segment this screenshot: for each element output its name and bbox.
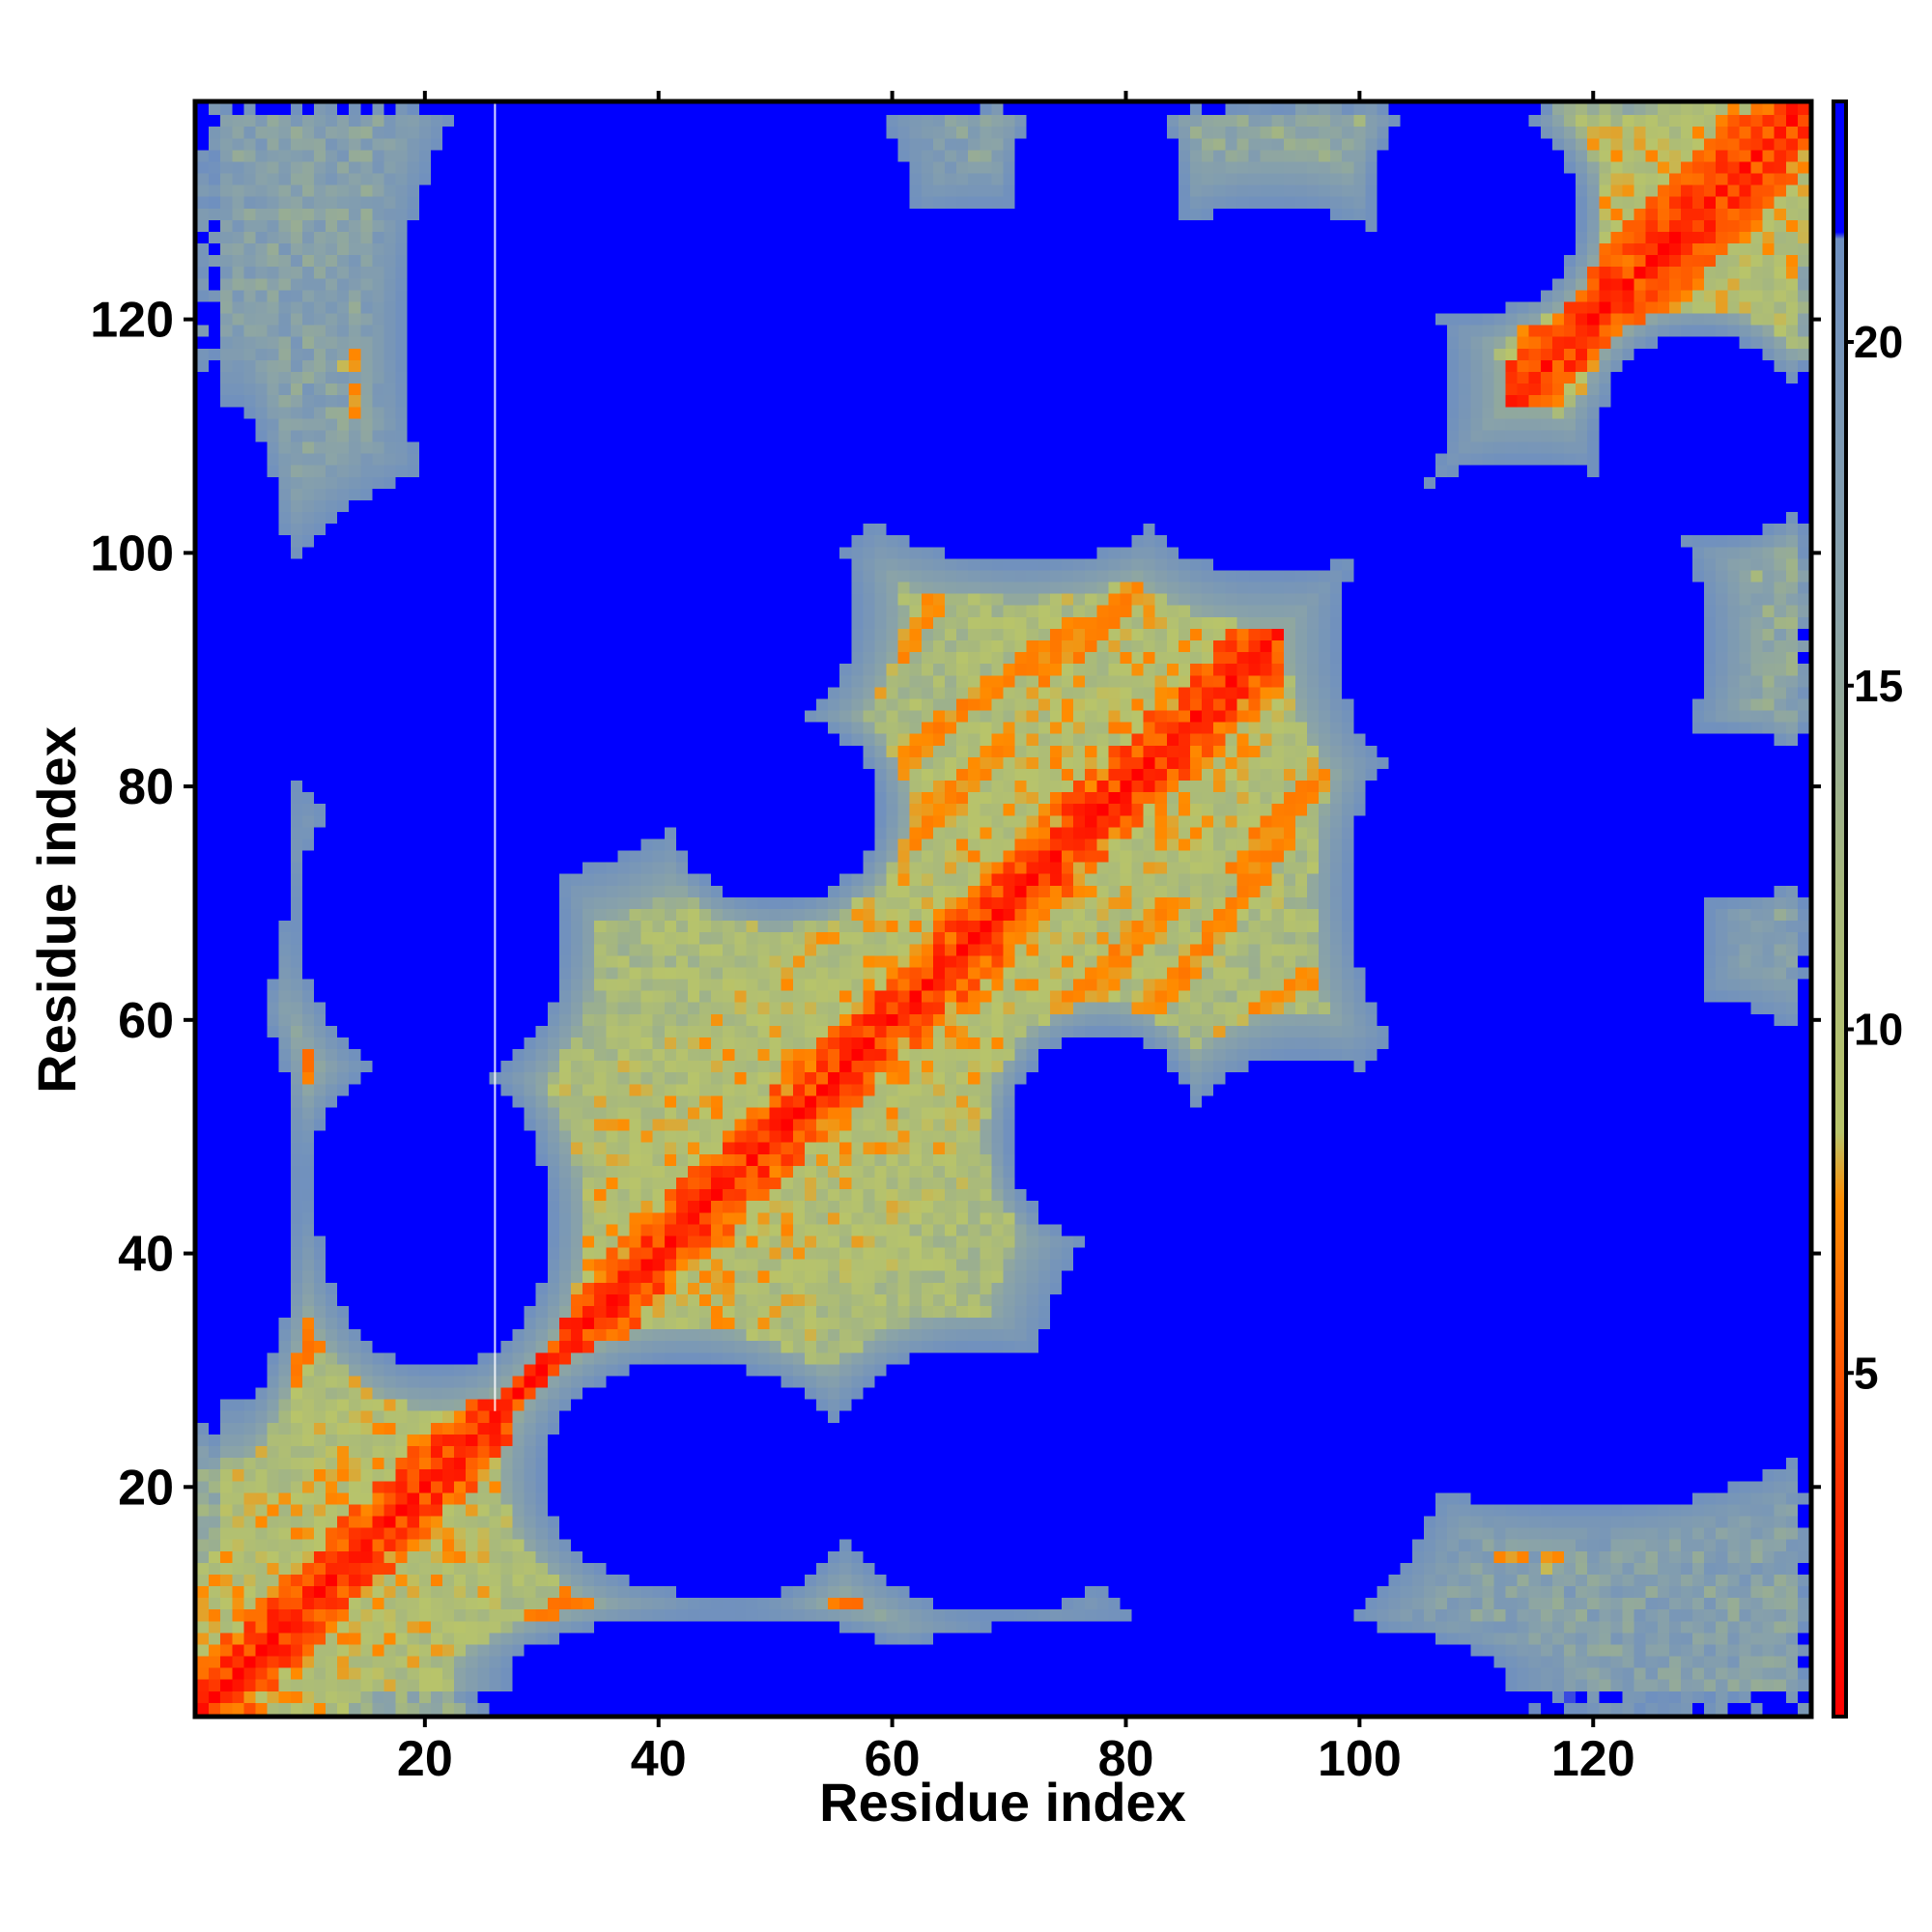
x-tick-label: 20 [397, 1731, 453, 1787]
x-tick-label: 40 [631, 1731, 687, 1787]
x-tick-label: 60 [865, 1731, 921, 1787]
y-tick-label: 80 [118, 759, 174, 815]
colorbar-tick-label: 5 [1854, 1348, 1879, 1398]
y-tick-label: 60 [118, 993, 174, 1049]
x-tick-label: 120 [1551, 1731, 1635, 1787]
colorbar-tick-label: 10 [1854, 1005, 1903, 1055]
colorbar: 5 10 15 20 [1832, 99, 1903, 1719]
heatmap-image [197, 103, 1809, 1715]
y-tick-label: 20 [118, 1460, 174, 1516]
x-axis-ticks: 20 40 60 80 100 120 [397, 91, 1635, 1787]
x-tick-label: 100 [1318, 1731, 1402, 1787]
colorbar-tick-label: 20 [1854, 317, 1903, 367]
y-axis-title: Residue index [26, 726, 87, 1094]
colorbar-gradient [1832, 99, 1848, 1719]
y-tick-label: 100 [90, 526, 174, 582]
y-tick-label: 40 [118, 1227, 174, 1283]
plot-frame [192, 99, 1814, 1719]
y-axis-ticks: 20 40 60 80 100 120 [90, 293, 1821, 1516]
x-tick-label: 80 [1098, 1731, 1154, 1787]
colorbar-tick-label: 15 [1854, 661, 1903, 711]
x-axis-title: Residue index [819, 1772, 1186, 1833]
y-tick-label: 120 [90, 293, 174, 349]
heatmap-cells [197, 103, 1809, 1715]
